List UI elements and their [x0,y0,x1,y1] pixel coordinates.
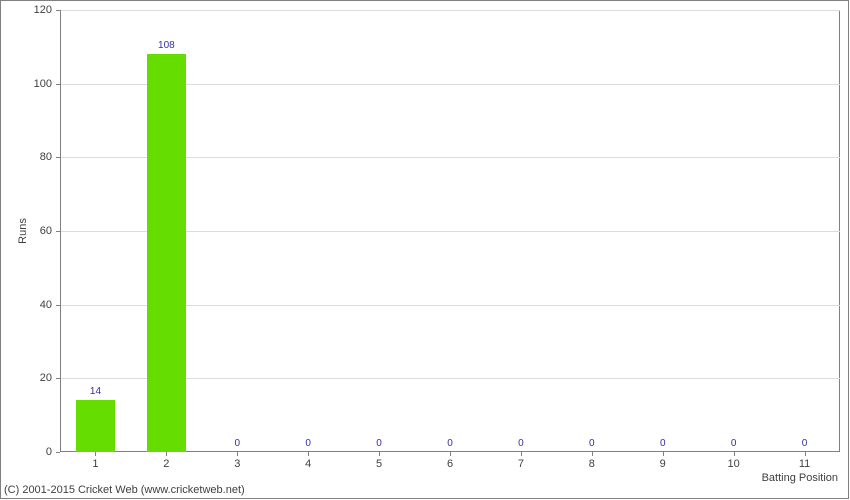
y-tick-label: 20 [28,372,52,384]
y-tick [56,305,60,306]
bar-value-label: 0 [589,438,595,449]
bar-value-label: 0 [305,438,311,449]
bar-value-label: 0 [731,438,737,449]
y-tick-label: 0 [28,446,52,458]
x-tick [379,452,380,456]
bar-value-label: 0 [660,438,666,449]
y-tick [56,452,60,453]
x-tick-label: 6 [447,458,453,470]
x-tick-label: 11 [799,458,810,470]
x-tick [166,452,167,456]
x-tick-label: 5 [376,458,382,470]
y-tick [56,84,60,85]
y-tick-label: 120 [28,4,52,16]
y-axis-title: Runs [17,218,29,244]
bar-value-label: 0 [376,438,382,449]
x-tick [95,452,96,456]
y-tick-label: 60 [28,225,52,237]
x-tick-label: 8 [589,458,595,470]
x-tick [237,452,238,456]
chart-container: 0204060801001201411082030405060708090100… [0,0,850,500]
x-tick-label: 9 [660,458,666,470]
y-tick-label: 100 [28,78,52,90]
bar-value-label: 0 [234,438,240,449]
x-tick-label: 3 [234,458,240,470]
x-tick [663,452,664,456]
gridline [61,10,840,11]
x-tick-label: 1 [92,458,98,470]
x-axis-title: Batting Position [762,472,838,484]
bar-value-label: 0 [447,438,453,449]
x-tick [592,452,593,456]
x-tick [450,452,451,456]
bar-value-label: 0 [802,438,808,449]
x-tick [734,452,735,456]
bar-value-label: 0 [518,438,524,449]
x-tick [521,452,522,456]
x-tick-label: 10 [728,458,740,470]
y-tick [56,157,60,158]
y-tick [56,378,60,379]
x-tick-label: 2 [163,458,169,470]
bar-value-label: 14 [90,386,101,397]
copyright-text: (C) 2001-2015 Cricket Web (www.cricketwe… [4,484,245,496]
x-tick [308,452,309,456]
x-tick [805,452,806,456]
x-tick-label: 7 [518,458,524,470]
y-tick-label: 80 [28,151,52,163]
y-tick [56,10,60,11]
x-tick-label: 4 [305,458,311,470]
y-tick [56,231,60,232]
bar [76,400,115,452]
y-tick-label: 40 [28,299,52,311]
bar [147,54,186,452]
bar-value-label: 108 [158,40,175,51]
